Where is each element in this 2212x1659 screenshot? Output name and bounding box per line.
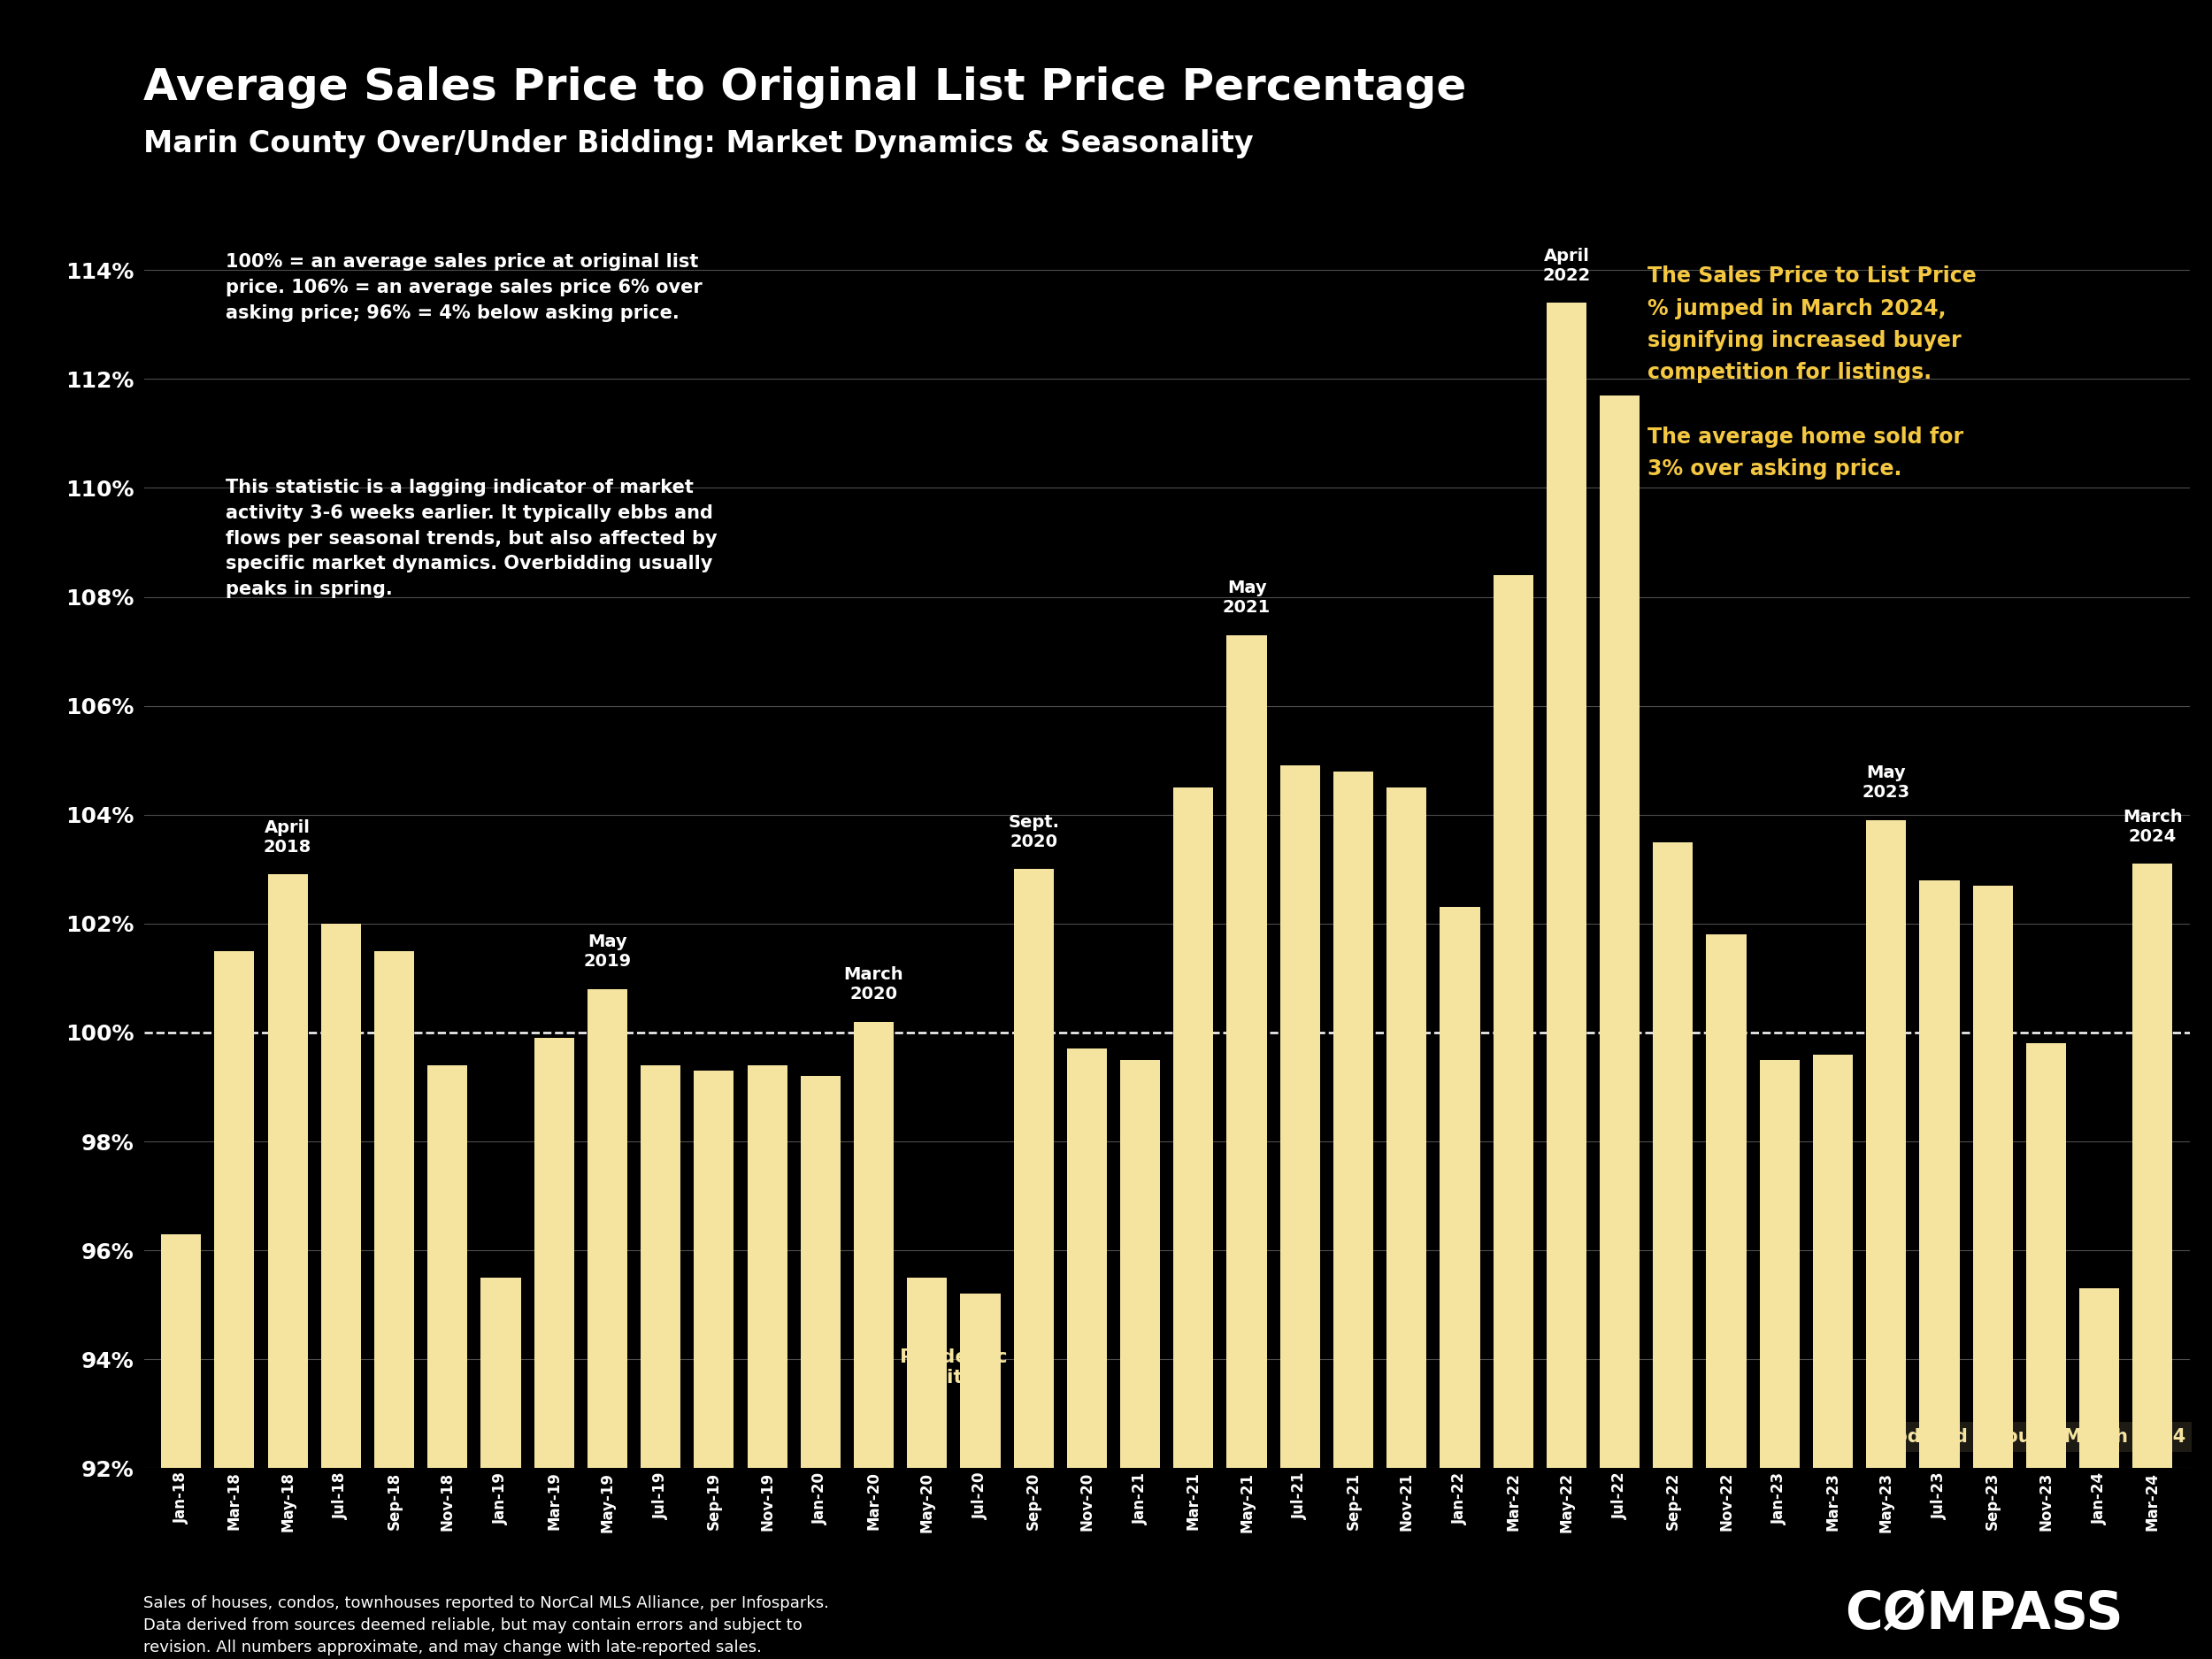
Text: The Sales Price to List Price
% jumped in March 2024,
signifying increased buyer: The Sales Price to List Price % jumped i… [1648,265,1978,479]
Bar [374,951,414,1659]
Bar [695,1070,734,1659]
Text: March
2024: March 2024 [2124,808,2183,844]
Bar [1493,576,1533,1659]
Bar [1814,1055,1854,1659]
Bar [2026,1044,2066,1659]
Text: This statistic is a lagging indicator of market
activity 3-6 weeks earlier. It t: This statistic is a lagging indicator of… [226,479,717,599]
Bar [480,1277,520,1659]
Bar [215,951,254,1659]
Text: Pandemic
hits: Pandemic hits [900,1349,1006,1387]
Bar [1973,886,2013,1659]
Bar [1440,907,1480,1659]
Bar [161,1234,201,1659]
Bar [1387,788,1427,1659]
Bar [1281,766,1321,1659]
Text: April
2018: April 2018 [263,820,312,856]
Bar [588,989,628,1659]
Bar [1334,771,1374,1659]
Bar [1867,820,1907,1659]
Text: Marin County Over/Under Bidding: Market Dynamics & Seasonality: Marin County Over/Under Bidding: Market … [144,129,1254,159]
Bar [2132,864,2172,1659]
Bar [1228,635,1267,1659]
Bar [960,1294,1000,1659]
Bar [1013,869,1053,1659]
Bar [533,1039,575,1659]
Bar [854,1022,894,1659]
Bar [1599,395,1639,1659]
Bar [1705,934,1745,1659]
Text: March
2020: March 2020 [843,966,905,1002]
Text: Average Sales Price to Original List Price Percentage: Average Sales Price to Original List Pri… [144,66,1467,109]
Text: Updated through March 2024: Updated through March 2024 [1880,1428,2185,1445]
Bar [321,924,361,1659]
Bar [1119,1060,1159,1659]
Bar [1759,1060,1801,1659]
Bar [641,1065,681,1659]
Bar [748,1065,787,1659]
Bar [1546,304,1586,1659]
Text: May
2019: May 2019 [584,934,630,971]
Text: Sept.
2020: Sept. 2020 [1009,815,1060,849]
Bar [427,1065,467,1659]
Text: May
2021: May 2021 [1223,579,1270,615]
Bar [801,1077,841,1659]
Text: Sales of houses, condos, townhouses reported to NorCal MLS Alliance, per Infospa: Sales of houses, condos, townhouses repo… [144,1596,830,1656]
Bar [1652,841,1692,1659]
Text: 100% = an average sales price at original list
price. 106% = an average sales pr: 100% = an average sales price at origina… [226,254,703,322]
Bar [907,1277,947,1659]
Text: CØMPASS: CØMPASS [1845,1589,2124,1639]
Text: May
2023: May 2023 [1863,765,1911,801]
Bar [268,874,307,1659]
Text: April
2022: April 2022 [1542,247,1590,284]
Bar [1920,879,1960,1659]
Bar [1066,1048,1106,1659]
Bar [2079,1289,2119,1659]
Bar [1175,788,1214,1659]
